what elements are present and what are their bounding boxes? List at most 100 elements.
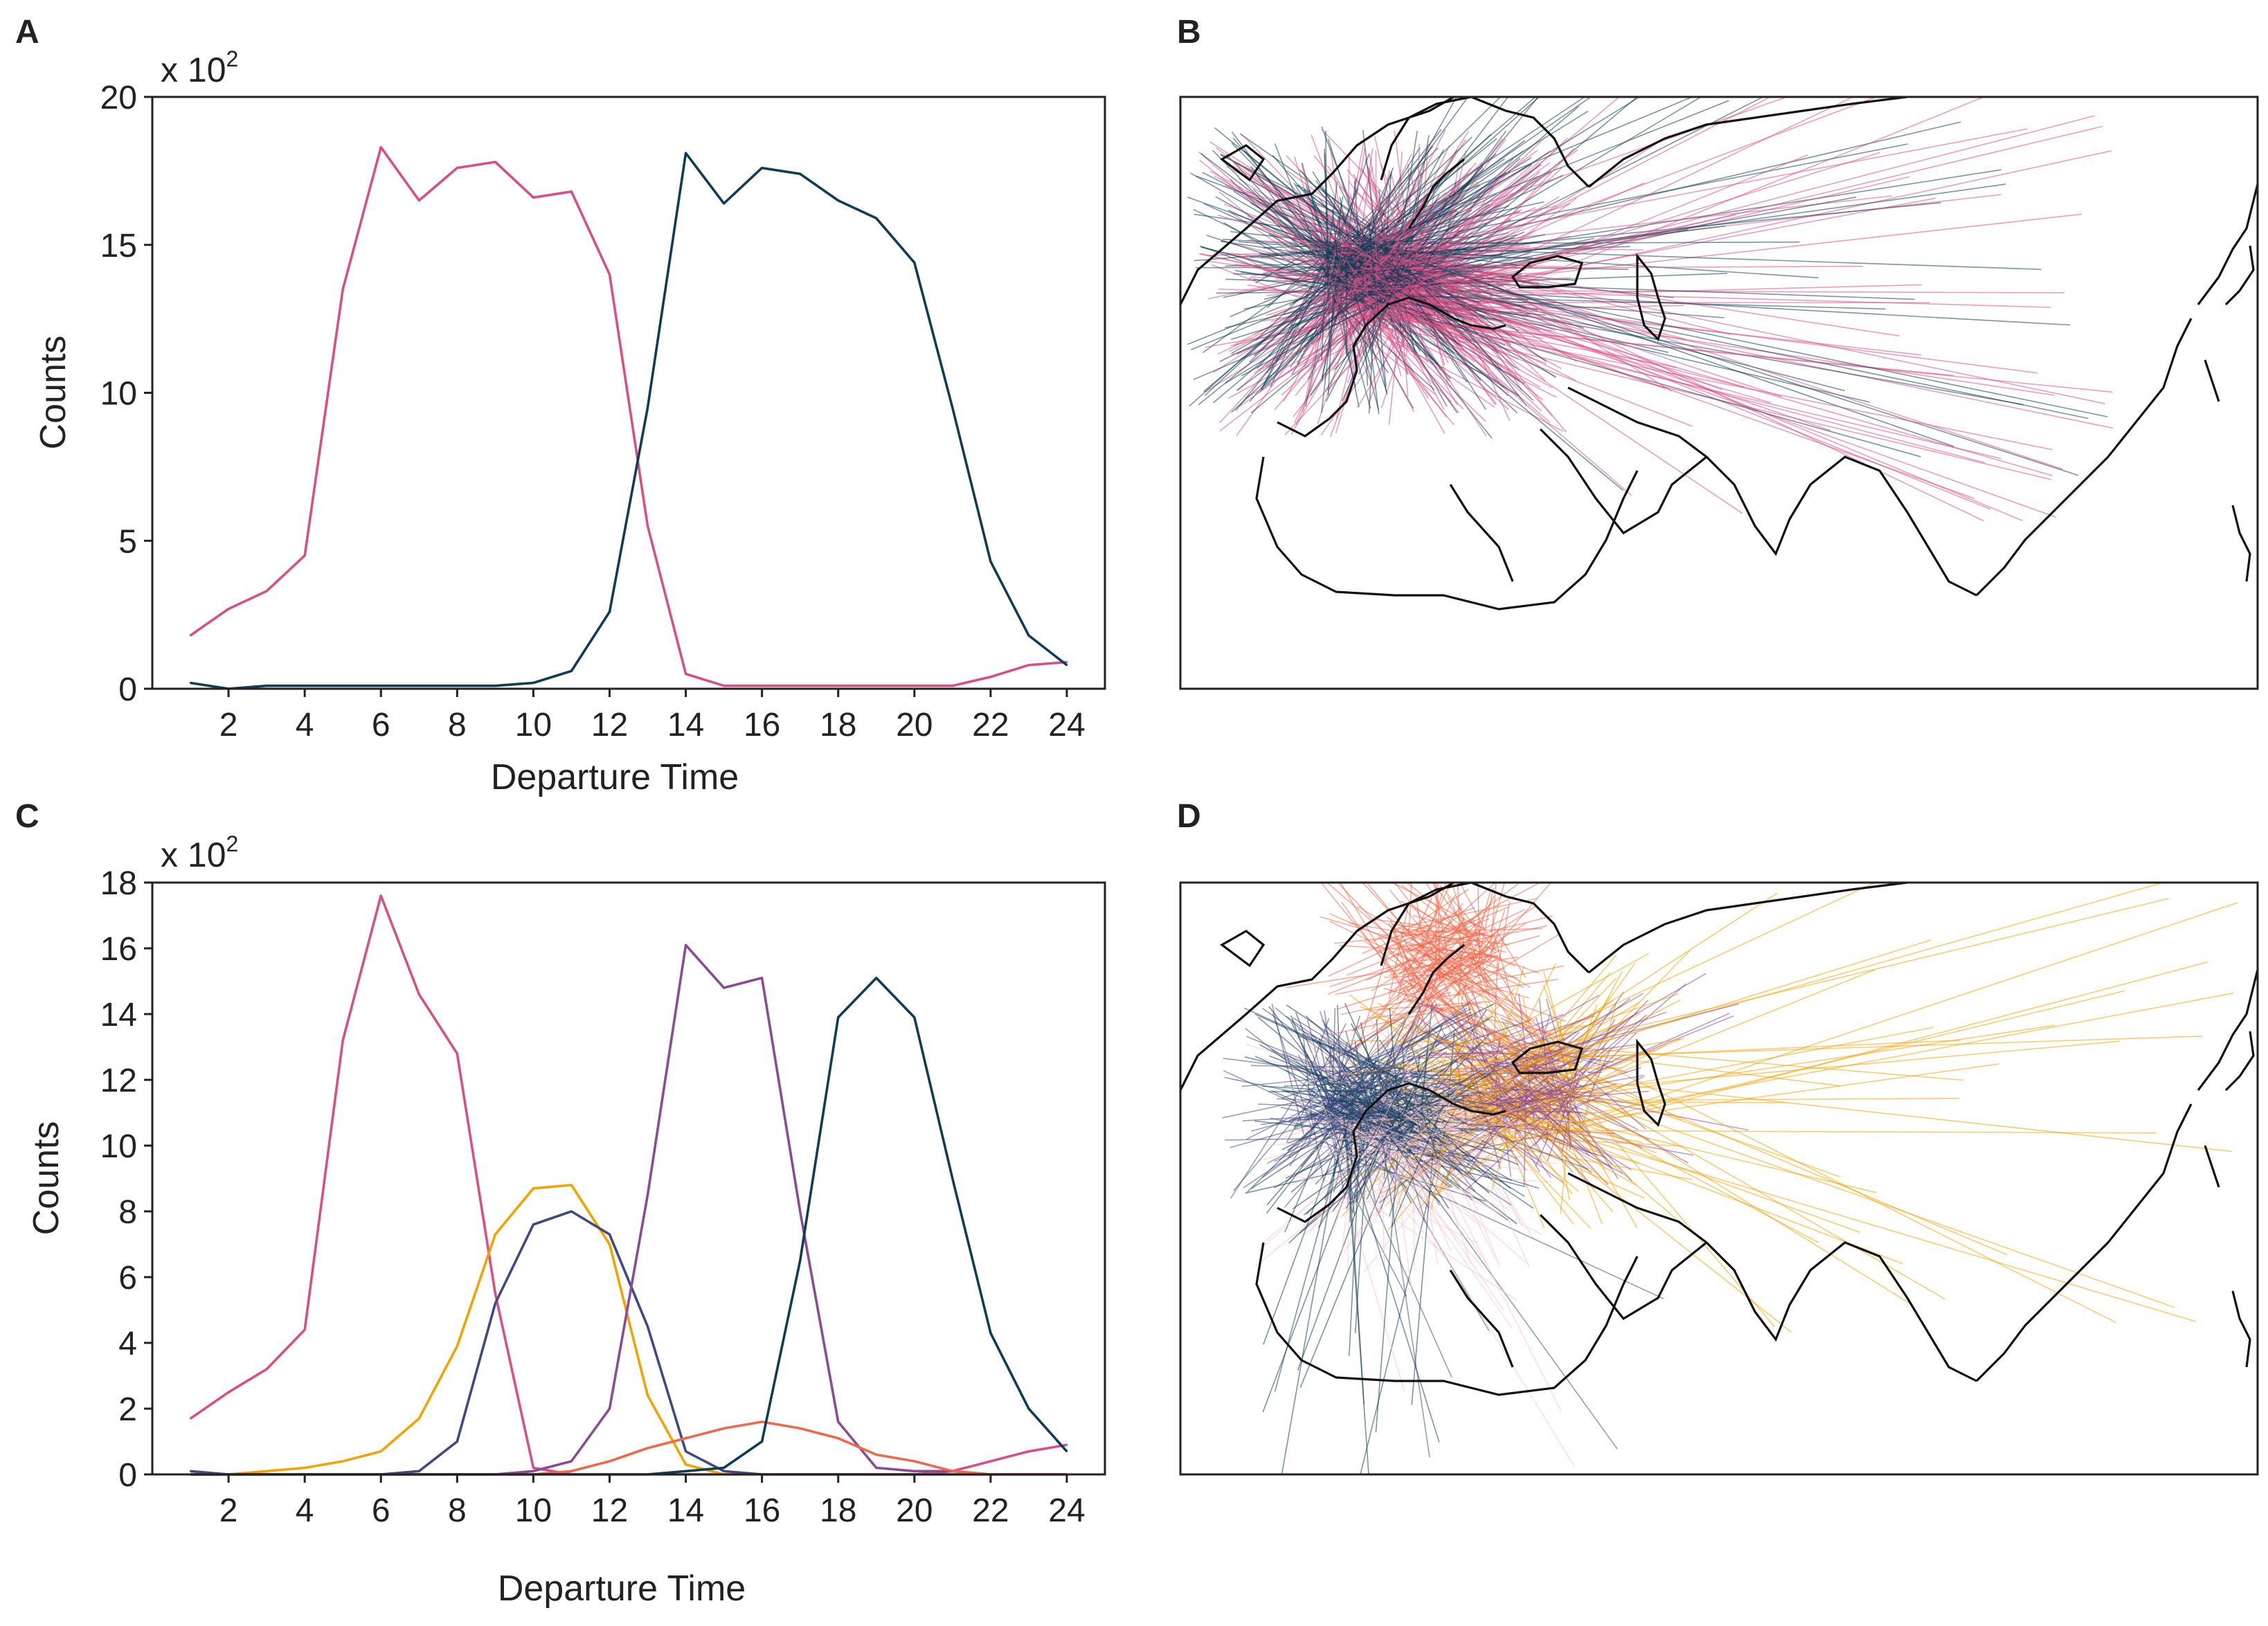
chart-a-point-cluster-2-4 xyxy=(304,685,305,687)
chart-a-ytick-label-15: 15 xyxy=(100,228,137,264)
chart-a-point-cluster-1-15 xyxy=(723,685,724,687)
chart-c-point-cluster-6-17 xyxy=(800,1260,801,1261)
map-d-route xyxy=(1558,1130,2157,1133)
chart-c-point-cluster-1-4 xyxy=(304,1329,305,1330)
chart-c-point-cluster-5-15 xyxy=(723,1427,724,1429)
chart-a-point-cluster-2-21 xyxy=(952,407,953,408)
chart-a-scale-label: x 102 xyxy=(161,46,238,89)
chart-c-point-cluster-3-8 xyxy=(456,1440,458,1442)
chart-c-point-cluster-1-8 xyxy=(456,1053,458,1054)
map-d-route xyxy=(1225,1139,1317,1140)
chart-a-point-cluster-2-12 xyxy=(609,611,610,613)
map-d-route xyxy=(1468,1002,1556,1036)
map-b-route xyxy=(1407,277,2088,419)
map-d-coast-segment xyxy=(2233,1291,2250,1367)
chart-a-xtick-label-4: 4 xyxy=(296,707,314,743)
chart-a-point-cluster-2-15 xyxy=(723,203,724,204)
chart-a-ytick-label-5: 5 xyxy=(118,523,137,560)
chart-c-point-cluster-4-16 xyxy=(761,977,762,979)
chart-a-point-cluster-1-11 xyxy=(570,191,572,192)
chart-c-xlabel: Departure Time xyxy=(498,1569,746,1609)
panel-letter-a: A xyxy=(15,14,39,51)
chart-a-point-cluster-1-24 xyxy=(1066,661,1068,662)
chart-c-lines xyxy=(190,895,1068,1475)
chart-c-point-cluster-2-11 xyxy=(570,1184,572,1186)
chart-c-point-cluster-2-7 xyxy=(418,1418,420,1419)
chart-a-point-cluster-1-21 xyxy=(952,685,953,687)
chart-a-point-cluster-2-24 xyxy=(1066,665,1068,666)
chart-c-point-cluster-1-10 xyxy=(532,1467,534,1468)
map-d-route xyxy=(1506,1072,2232,1152)
chart-a-point-cluster-1-12 xyxy=(609,273,610,275)
chart-a-point-cluster-1-6 xyxy=(380,147,381,148)
chart-c-point-cluster-1-24 xyxy=(1066,1444,1068,1445)
map-d-route xyxy=(1554,903,2238,1131)
chart-c-point-cluster-1-7 xyxy=(418,993,420,995)
chart-a-point-cluster-1-23 xyxy=(1028,665,1029,666)
chart-a-ytick-label-20: 20 xyxy=(100,80,137,116)
chart-a-point-cluster-1-7 xyxy=(418,199,420,201)
chart-a-xtick-label-20: 20 xyxy=(896,707,933,743)
chart-c-point-cluster-6-20 xyxy=(914,1017,915,1018)
chart-c-point-cluster-6-14 xyxy=(685,1470,686,1472)
chart-c-xtick-label-16: 16 xyxy=(744,1492,780,1529)
chart-a-point-cluster-1-13 xyxy=(647,525,648,527)
chart-c-xtick-label-6: 6 xyxy=(372,1492,390,1529)
map-d-coast-segment xyxy=(1977,1104,2191,1381)
chart-c-xtick-label-14: 14 xyxy=(667,1492,704,1529)
map-b-coast-segment xyxy=(1540,388,1707,533)
map-b-coast-segment xyxy=(1450,485,1513,581)
chart-c-xtick-label-4: 4 xyxy=(296,1492,314,1529)
chart-a-point-cluster-2-22 xyxy=(990,561,991,562)
chart-c-point-cluster-2-14 xyxy=(685,1464,686,1465)
chart-c-point-cluster-6-24 xyxy=(1066,1451,1068,1452)
chart-a-point-cluster-1-14 xyxy=(685,673,686,674)
chart-a-point-cluster-1-9 xyxy=(494,161,496,163)
map-b-route xyxy=(1428,255,1983,521)
chart-c-series-cluster-5 xyxy=(190,1422,1067,1474)
chart-c-series-cluster-2 xyxy=(190,1185,1067,1474)
chart-c-point-cluster-3-12 xyxy=(609,1234,610,1235)
chart-c-xtick-label-24: 24 xyxy=(1048,1492,1085,1529)
chart-c-xtick-label-12: 12 xyxy=(591,1492,628,1529)
chart-a-point-cluster-2-10 xyxy=(532,682,534,683)
map-d-route xyxy=(1446,851,1944,1083)
chart-c-ytick-label-4: 4 xyxy=(118,1326,137,1362)
chart-a-ylabel: Counts xyxy=(33,336,73,450)
chart-a-point-cluster-1-19 xyxy=(876,685,877,687)
chart-a-series-cluster-1 xyxy=(190,147,1067,686)
chart-c-point-cluster-4-13 xyxy=(647,1194,648,1195)
chart-c-series-cluster-1 xyxy=(190,896,1067,1474)
chart-c-ytick-label-10: 10 xyxy=(100,1128,137,1165)
chart-c-point-cluster-1-22 xyxy=(990,1461,991,1462)
chart-a-xtick-label-12: 12 xyxy=(591,707,628,743)
chart-a-point-cluster-2-17 xyxy=(800,173,801,174)
chart-c-ytick-label-12: 12 xyxy=(100,1063,137,1099)
chart-a-series-cluster-2 xyxy=(190,153,1067,689)
chart-a-xtick-label-24: 24 xyxy=(1048,707,1085,743)
map-b xyxy=(1180,0,2268,689)
chart-a-point-cluster-2-16 xyxy=(761,167,762,168)
chart-c-ytick-label-14: 14 xyxy=(100,997,137,1033)
chart-c-point-cluster-5-19 xyxy=(876,1454,877,1455)
chart-a-point-cluster-2-19 xyxy=(876,217,877,219)
map-b-coast-segment xyxy=(1707,457,1977,595)
chart-c-ytick-label-8: 8 xyxy=(118,1194,137,1231)
chart-c-point-cluster-6-23 xyxy=(1028,1408,1029,1409)
chart-c-point-cluster-3-10 xyxy=(532,1224,534,1225)
chart-c-series-cluster-4 xyxy=(190,945,1067,1474)
map-b-routes xyxy=(1187,0,2113,521)
chart-a-xtick-label-8: 8 xyxy=(448,707,467,743)
chart-c-point-cluster-5-12 xyxy=(609,1461,610,1462)
chart-a-xlabel: Departure Time xyxy=(491,757,739,797)
map-d-route xyxy=(1477,1060,2175,1308)
chart-c-xtick-label-8: 8 xyxy=(448,1492,467,1529)
chart-c-point-cluster-2-3 xyxy=(266,1470,267,1472)
chart-a-point-cluster-2-23 xyxy=(1028,635,1029,636)
panel-letter-d: D xyxy=(1177,798,1201,835)
chart-a-point-cluster-2-20 xyxy=(914,262,915,263)
chart-a-point-cluster-2-9 xyxy=(494,685,496,687)
